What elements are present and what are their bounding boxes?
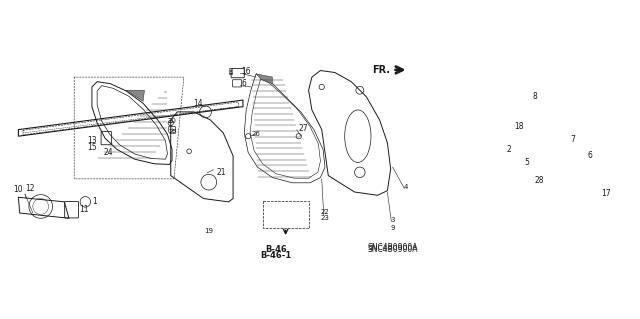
Text: 13: 13	[88, 136, 97, 145]
Text: 24: 24	[104, 148, 113, 157]
Text: 2: 2	[506, 145, 511, 154]
Text: 5: 5	[524, 158, 529, 167]
Text: 18: 18	[515, 122, 524, 131]
Text: SNC4B0900A: SNC4B0900A	[367, 243, 418, 252]
Text: 4: 4	[404, 184, 408, 190]
Text: 23: 23	[321, 215, 330, 221]
Text: 3: 3	[390, 217, 395, 223]
Text: FR.: FR.	[372, 65, 390, 75]
Text: 25: 25	[168, 129, 177, 135]
Text: 21: 21	[217, 168, 226, 177]
Text: 17: 17	[601, 189, 611, 198]
Polygon shape	[256, 74, 273, 84]
Text: 6: 6	[588, 152, 593, 160]
Text: 1: 1	[92, 197, 97, 206]
Text: 10: 10	[13, 185, 23, 194]
Text: 15: 15	[88, 144, 97, 152]
Text: 20: 20	[168, 118, 177, 124]
Text: 14: 14	[194, 99, 204, 108]
Polygon shape	[126, 90, 145, 101]
Text: 19: 19	[204, 228, 213, 234]
Text: 26: 26	[252, 131, 260, 137]
Text: 11: 11	[79, 205, 88, 214]
Text: 12: 12	[25, 184, 35, 193]
Text: SNC4B0900A: SNC4B0900A	[368, 245, 418, 254]
Text: 9: 9	[390, 225, 395, 231]
Text: 6: 6	[242, 79, 246, 88]
Text: 27: 27	[299, 124, 308, 133]
Text: 7: 7	[570, 135, 575, 144]
Text: 8: 8	[532, 92, 537, 101]
Text: B-46: B-46	[265, 245, 287, 254]
Text: 28: 28	[534, 176, 543, 185]
Text: 16: 16	[242, 67, 252, 76]
Text: 22: 22	[321, 209, 330, 215]
Text: B-46-1: B-46-1	[260, 251, 291, 260]
